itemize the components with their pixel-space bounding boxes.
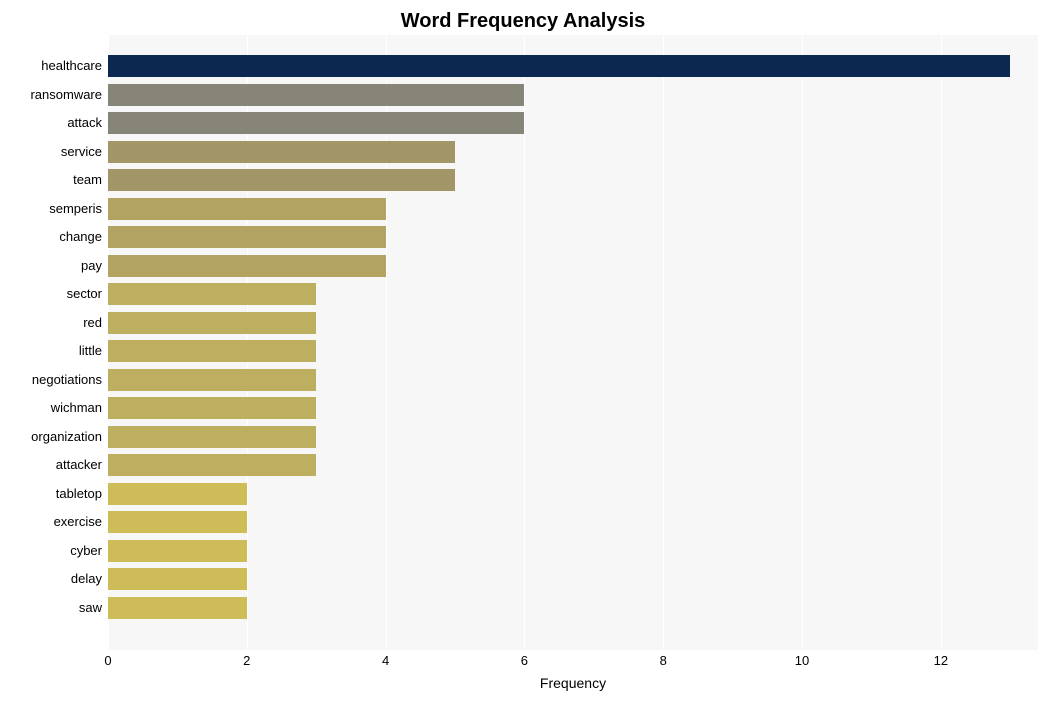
bar	[108, 340, 316, 362]
y-axis-label: organization	[31, 426, 102, 448]
bar	[108, 397, 316, 419]
x-tick-label: 8	[660, 653, 667, 668]
y-axis-label: negotiations	[32, 369, 102, 391]
y-axis-label: pay	[81, 255, 102, 277]
bar	[108, 141, 455, 163]
y-axis-label: red	[83, 312, 102, 334]
y-axis-label: service	[61, 141, 102, 163]
grid-line	[802, 35, 803, 650]
bar	[108, 369, 316, 391]
grid-line	[663, 35, 664, 650]
bar	[108, 226, 386, 248]
y-axis-label: team	[73, 169, 102, 191]
x-axis-label: Frequency	[108, 675, 1038, 691]
chart-title: Word Frequency Analysis	[0, 10, 1046, 33]
bar	[108, 454, 316, 476]
bar	[108, 198, 386, 220]
chart-container: Word Frequency Analysis Frequency 0 2 4 6 8 1…	[0, 0, 1046, 701]
y-axis-label: ransomware	[30, 84, 102, 106]
bar	[108, 568, 247, 590]
y-axis-label: delay	[71, 568, 102, 590]
x-tick-label: 12	[934, 653, 948, 668]
bar	[108, 55, 1010, 77]
grid-line	[941, 35, 942, 650]
y-axis-label: sector	[67, 283, 102, 305]
y-axis-label: wichman	[51, 397, 102, 419]
y-axis-label: tabletop	[56, 483, 102, 505]
y-axis-label: semperis	[49, 198, 102, 220]
bar	[108, 540, 247, 562]
plot-area	[108, 35, 1038, 650]
grid-line	[524, 35, 525, 650]
bar	[108, 255, 386, 277]
x-tick-label: 2	[243, 653, 250, 668]
x-tick-label: 0	[104, 653, 111, 668]
x-tick-label: 6	[521, 653, 528, 668]
bar	[108, 84, 524, 106]
y-axis-label: change	[59, 226, 102, 248]
y-axis-label: little	[79, 340, 102, 362]
bar	[108, 283, 316, 305]
y-axis-label: exercise	[54, 511, 102, 533]
bar	[108, 597, 247, 619]
y-axis-label: saw	[79, 597, 102, 619]
x-tick-label: 10	[795, 653, 809, 668]
bar	[108, 511, 247, 533]
x-tick-label: 4	[382, 653, 389, 668]
bar	[108, 312, 316, 334]
y-axis-label: cyber	[70, 540, 102, 562]
y-axis-label: healthcare	[41, 55, 102, 77]
y-axis-label: attacker	[56, 454, 102, 476]
y-axis-label: attack	[67, 112, 102, 134]
bar	[108, 112, 524, 134]
bar	[108, 169, 455, 191]
bar	[108, 426, 316, 448]
bar	[108, 483, 247, 505]
